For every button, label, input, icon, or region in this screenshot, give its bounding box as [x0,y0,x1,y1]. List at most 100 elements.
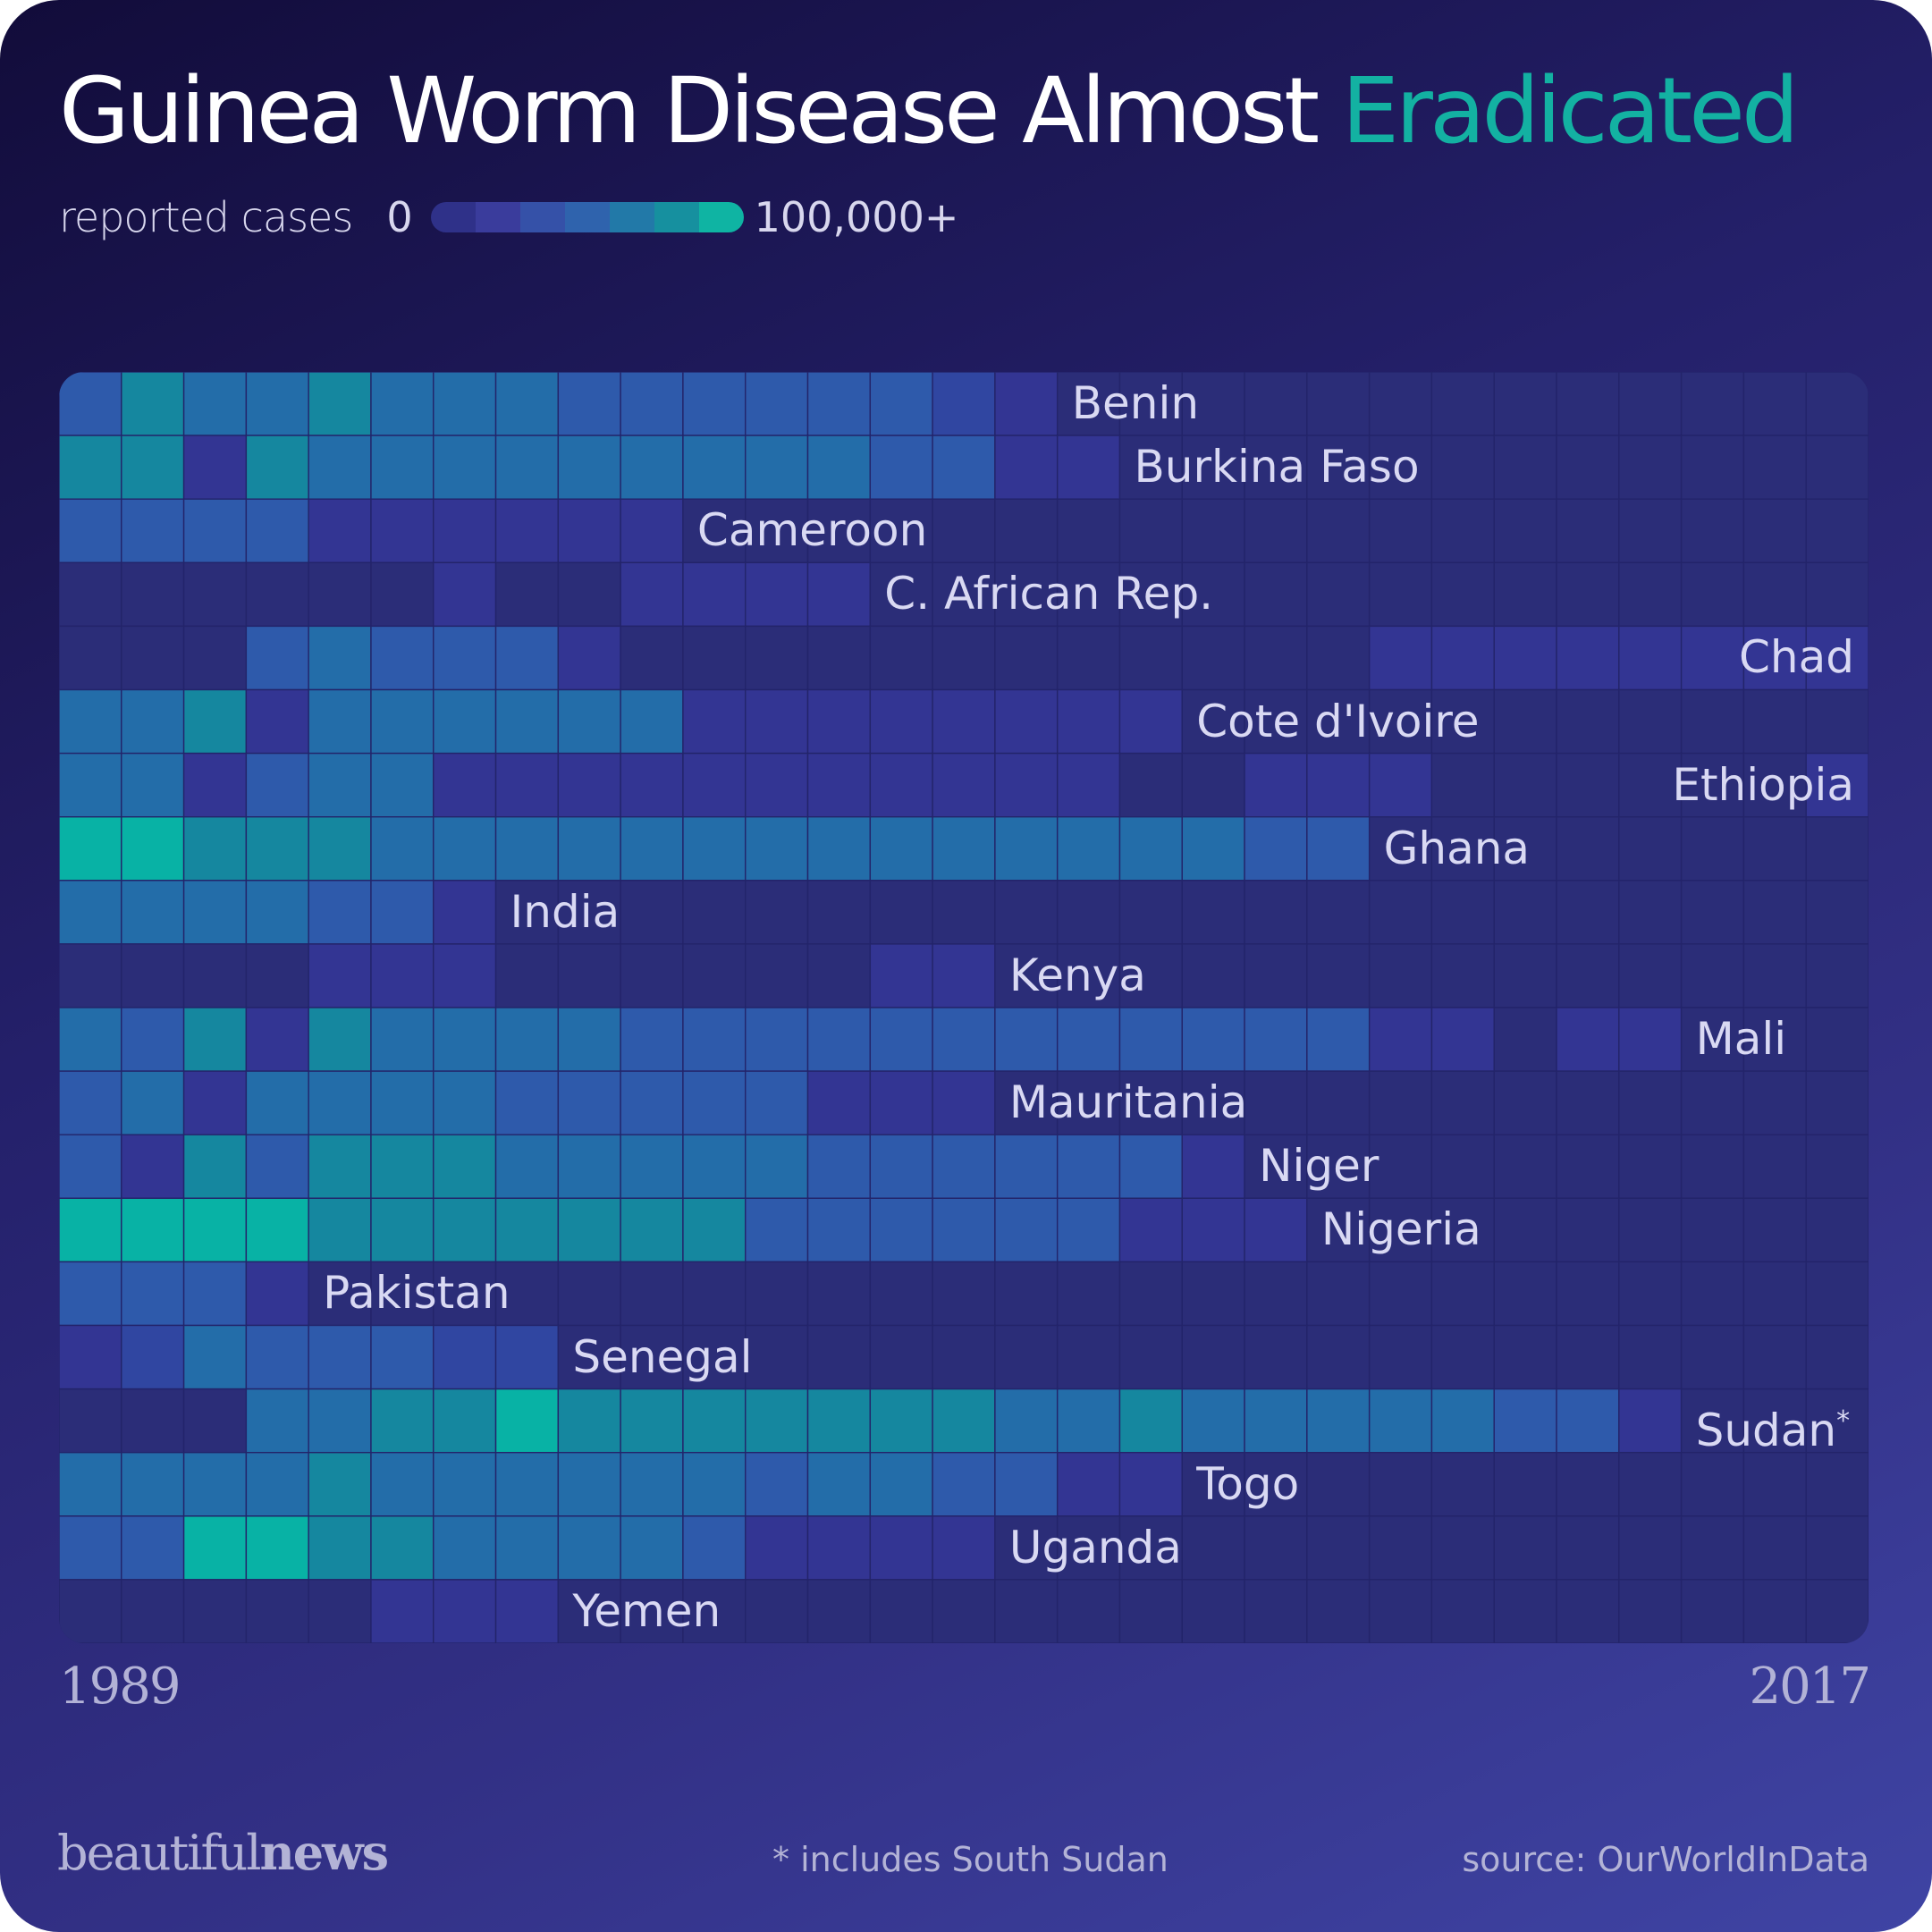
heatmap-cell [1306,1515,1371,1581]
heatmap-cell [433,1007,497,1072]
heatmap-cell [1306,1070,1371,1135]
row-label: Kenya [1009,944,1146,1008]
heatmap-cell [806,1451,872,1517]
heatmap-cell [1556,625,1620,691]
heatmap-cell [1306,1579,1371,1643]
heatmap-cell [59,1451,122,1517]
heatmap-cell [1181,1197,1245,1263]
heatmap-cell [932,1388,996,1454]
heatmap-cell [308,1451,372,1517]
heatmap-cell [370,880,434,945]
heatmap-cell [1430,1007,1495,1072]
heatmap-cell [433,498,497,563]
heatmap-cell [182,1451,248,1517]
heatmap-cell [557,1451,621,1517]
heatmap-cell [308,752,372,818]
heatmap-cell [869,1134,933,1200]
heatmap-cell [370,943,434,1008]
heatmap-cell [494,1007,560,1072]
heatmap-cell [245,1070,309,1135]
heatmap-cell [1618,1134,1683,1200]
heatmap-cell [994,688,1059,755]
heatmap-cell [1493,561,1557,628]
heatmap-cell [994,372,1059,436]
heatmap-cell [1556,1324,1620,1390]
row-label-text: Nigeria [1320,1203,1481,1256]
heatmap-cell [932,1134,996,1200]
heatmap-cell [745,1261,809,1327]
heatmap-cell [433,1388,497,1454]
heatmap-cell [1618,816,1683,882]
title-main: Guinea Worm Disease Almost [59,58,1342,165]
heatmap-cell [869,943,933,1008]
heatmap-cell [869,880,933,945]
heatmap-cell [1556,752,1620,818]
heatmap-cell [308,561,372,628]
heatmap-cell [620,1134,684,1200]
heatmap-cell [1056,434,1121,500]
heatmap-cell [1680,1197,1745,1263]
heatmap-cell [994,1134,1059,1200]
heatmap-cell [433,1324,497,1390]
heatmap-cell [994,625,1059,691]
heatmap-cell [682,943,747,1008]
heatmap-cell [557,943,621,1008]
heatmap-cell [308,1070,372,1135]
row-label-text: Kenya [1008,949,1146,1001]
heatmap-cell [494,1197,560,1263]
heatmap-cell [494,816,560,882]
heatmap-cell [59,752,122,818]
heatmap-cell [1181,1261,1245,1327]
heatmap-cell [182,1197,248,1263]
heatmap-cell [1181,1324,1245,1390]
heatmap-cell [370,1324,434,1390]
heatmap-cell [869,1324,933,1390]
heatmap-cell [682,1388,747,1454]
heatmap-cell [1056,943,1121,1008]
heatmap-cell [1118,625,1183,691]
heatmap-cell [1430,625,1495,691]
heatmap-cell [121,1515,185,1581]
heatmap-cell [1556,816,1620,882]
heatmap-cell [1493,434,1557,500]
heatmap-cell [745,1579,809,1643]
heatmap-cell [433,1197,497,1263]
heatmap-cell [745,625,809,691]
heatmap-cell [182,1134,248,1200]
heatmap-cell [932,625,996,691]
heatmap-cell [121,752,185,818]
heatmap-cell [121,434,185,500]
heatmap-cell [932,943,996,1008]
heatmap-cell [1680,1324,1745,1390]
heatmap-cell [1742,1388,1807,1454]
heatmap-cell [1056,625,1121,691]
heatmap-cell [245,498,309,563]
heatmap-cell [370,561,434,628]
heatmap-cell [370,1579,434,1643]
heatmap-cell [932,1197,996,1263]
row-label: Ethiopia [1672,754,1854,817]
heatmap-cell [682,561,747,628]
heatmap-cell [682,1579,747,1643]
heatmap-cell [620,816,684,882]
heatmap-cell [745,1134,809,1200]
heatmap-cell [1306,1197,1371,1263]
heatmap-cell [1556,561,1620,628]
heatmap-cell [245,880,309,945]
heatmap-cell [994,1451,1059,1517]
heatmap-cell [121,498,185,563]
heatmap-cell [1493,1007,1557,1072]
heatmap-cell [494,1134,560,1200]
heatmap-cell [433,561,497,628]
row-label: Chad [1739,626,1854,689]
heatmap-cell [1556,688,1620,755]
heatmap-cell [806,816,872,882]
heatmap-cell [806,1261,872,1327]
heatmap-cell [1805,1451,1869,1517]
chart-title: Guinea Worm Disease Almost Eradicated [59,45,1800,179]
heatmap-cell [1680,943,1745,1008]
heatmap-cell [121,1007,185,1072]
heatmap-cell [245,434,309,500]
heatmap-cell [557,1070,621,1135]
legend-max-label: 100,000+ [754,193,959,241]
